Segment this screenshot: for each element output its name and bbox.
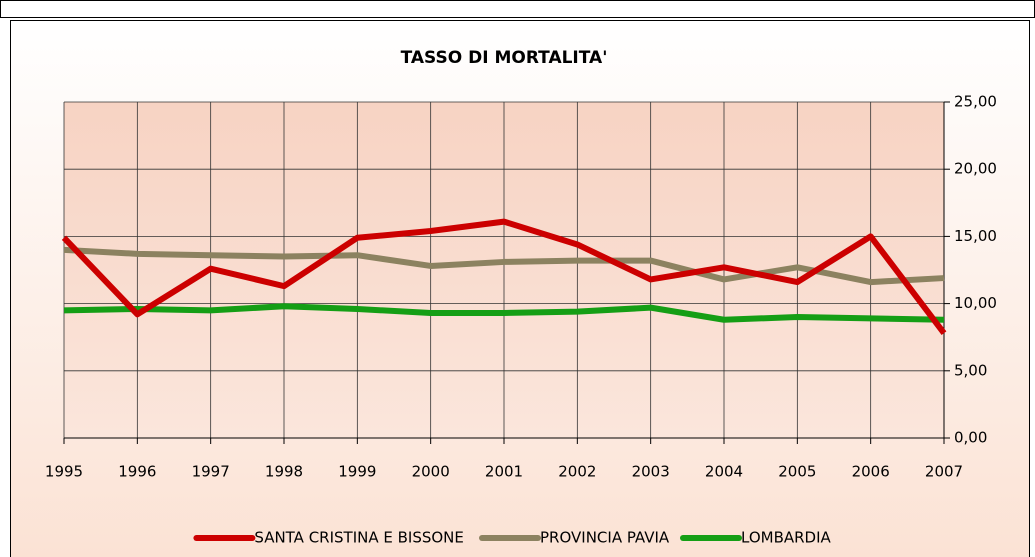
x-tick-label: 2006 (852, 463, 890, 481)
x-tick-label: 2007 (925, 463, 963, 481)
y-tick-label: 20,00 (954, 160, 997, 178)
x-tick-label: 1998 (265, 463, 303, 481)
y-tick-label: 15,00 (954, 227, 997, 245)
x-tick-label: 2001 (485, 463, 523, 481)
y-tick-label: 0,00 (954, 429, 987, 447)
x-tick-label: 2004 (705, 463, 743, 481)
chart-title: TASSO DI MORTALITA' (401, 48, 608, 68)
legend-label: SANTA CRISTINA E BISSONE (254, 529, 464, 547)
series-line (63, 246, 945, 286)
series-line (63, 303, 945, 323)
top-strip (0, 0, 1035, 18)
x-tick-label: 1996 (118, 463, 156, 481)
series-line (61, 218, 947, 335)
x-tick-label: 1995 (45, 463, 83, 481)
y-tick-label: 25,00 (954, 93, 997, 111)
y-tick-label: 10,00 (954, 294, 997, 312)
x-tick-label: 2003 (632, 463, 670, 481)
x-tick-label: 2000 (412, 463, 450, 481)
x-tick-label: 1999 (338, 463, 376, 481)
x-tick-label: 1997 (192, 463, 230, 481)
legend-label: PROVINCIA PAVIA (540, 529, 670, 547)
legend-label: LOMBARDIA (741, 529, 832, 547)
x-tick-label: 2005 (778, 463, 816, 481)
x-tick-label: 2002 (558, 463, 596, 481)
y-tick-label: 5,00 (954, 361, 987, 379)
